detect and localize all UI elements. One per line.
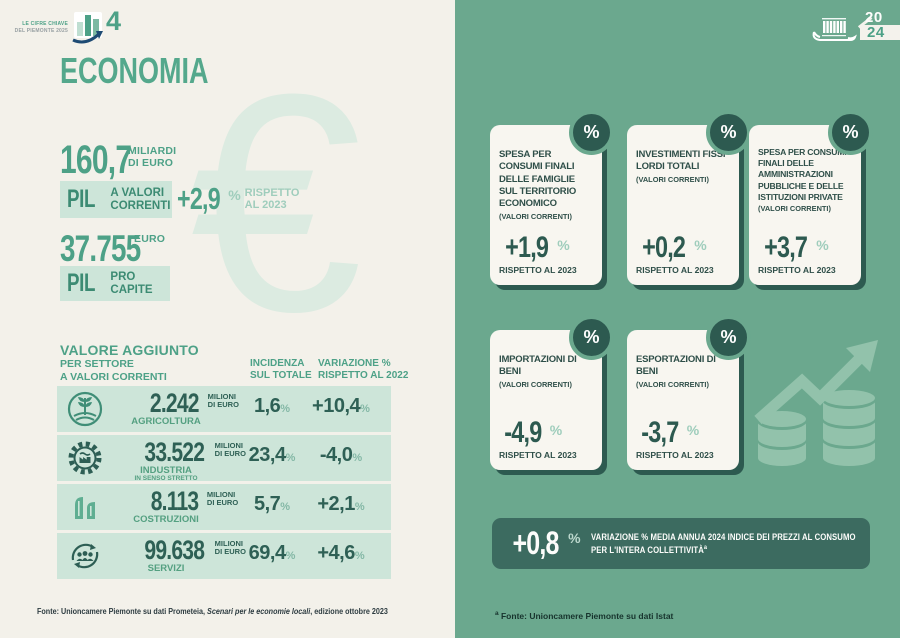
percent-badge-icon: % xyxy=(706,315,751,360)
euro-watermark: € xyxy=(190,29,363,376)
sector-table: 2.242 MILIONI DI EURO AGRICOLTURA 1,6% +10… xyxy=(57,386,391,582)
row-value: 8.113 MILIONI DI EURO xyxy=(150,486,239,516)
card-delta: +1,9% xyxy=(505,230,570,264)
chapter-number: 4 xyxy=(106,6,122,36)
gdp-pc-number: 37.755 xyxy=(60,228,141,269)
services-icon xyxy=(71,543,99,569)
card-note: (VALORI CORRENTI) xyxy=(636,174,709,184)
card-vs: RISPETTO AL 2023 xyxy=(636,265,714,275)
column-header-variation: VARIAZIONE % RISPETTO AL 2022 xyxy=(318,358,409,381)
table-row-agricoltura: 2.242 MILIONI DI EURO AGRICOLTURA 1,6% +10… xyxy=(57,386,391,432)
card-title: ESPORTAZIONI DI BENI xyxy=(636,354,716,378)
card-investimenti: % INVESTIMENTI FISSI LORDI TOTALI (VALOR… xyxy=(627,110,751,285)
card-delta: -4,9% xyxy=(504,415,563,449)
card-note: (VALORI CORRENTI) xyxy=(499,211,572,221)
row-incidence: 1,6% xyxy=(253,395,291,417)
card-vs: RISPETTO AL 2023 xyxy=(499,450,577,460)
gdp-delta-unit: % xyxy=(228,187,241,203)
agriculture-icon xyxy=(67,391,103,427)
gdp-delta-vs: RISPETTO AL 2023 xyxy=(244,187,300,212)
industry-icon xyxy=(68,441,102,475)
row-incidence: 69,4% xyxy=(248,542,296,564)
row-label: AGRICOLTURA xyxy=(131,416,201,427)
coins-growth-arrow-icon xyxy=(754,340,878,466)
gdp-pc-value: 37.755 xyxy=(60,228,167,269)
percent-badge-icon: % xyxy=(569,315,614,360)
row-variation: +4,6% xyxy=(317,542,365,564)
construction-icon xyxy=(75,497,95,519)
bar-chart-logo-icon xyxy=(72,12,103,44)
year-badge: 20 24 xyxy=(857,8,900,42)
gdp-value: 160,7 xyxy=(60,138,155,182)
gdp-pc-label-sub: PRO CAPITE xyxy=(110,271,153,296)
percent-badge-icon: % xyxy=(569,110,614,155)
card-title: IMPORTAZIONI DI BENI xyxy=(499,354,577,378)
gdp-label: PIL xyxy=(67,185,96,213)
gdp-unit: MILIARDI DI EURO xyxy=(128,145,177,169)
row-incidence: 23,4% xyxy=(248,444,296,466)
brand-tagline: LE CIFRE CHIAVE DEL PIEMONTE 2025 xyxy=(8,21,68,34)
sector-table-title: VALORE AGGIUNTO PER SETTORE A VALORI COR… xyxy=(60,342,199,383)
gdp-label-band: PIL A VALORI CORRENTI xyxy=(60,181,172,218)
card-title: SPESA PER CONSUMI FINALI DELLE FAMIGLIE … xyxy=(499,149,577,210)
table-row-costruzioni: 8.113 MILIONI DI EURO COSTRUZIONI 5,7% +2,… xyxy=(57,484,391,530)
gdp-delta-value: +2,9 xyxy=(177,181,221,216)
row-label: INDUSTRIA IN SENSO STRETTO xyxy=(134,465,198,482)
year-strip xyxy=(860,25,900,40)
card-delta: -3,7% xyxy=(641,415,700,449)
card-note: (VALORI CORRENTI) xyxy=(636,379,709,389)
card-note: (VALORI CORRENTI) xyxy=(758,203,831,213)
inflation-value: +0,8 xyxy=(512,525,560,562)
inflation-unit: % xyxy=(568,530,581,546)
year-bottom: 24 xyxy=(867,24,885,41)
table-row-industria: 33.522 MILIONI DI EURO INDUSTRIA IN SENSO S… xyxy=(57,435,391,482)
row-incidence: 5,7% xyxy=(253,493,291,515)
card-delta: +3,7% xyxy=(764,230,829,264)
card-note: (VALORI CORRENTI) xyxy=(499,379,572,389)
gdp-pc-label: PIL xyxy=(67,269,96,297)
card-esportazioni: % ESPORTAZIONI DI BENI (VALORI CORRENTI)… xyxy=(627,315,751,470)
card-vs: RISPETTO AL 2023 xyxy=(499,265,577,275)
year-top: 20 xyxy=(865,9,883,26)
inflation-banner: +0,8 % VARIAZIONE % MEDIA ANNUA 2024 IND… xyxy=(492,518,870,569)
left-source-note: Fonte: Unioncamere Piemonte su dati Prom… xyxy=(37,607,388,616)
page-title: ECONOMIA xyxy=(60,50,209,91)
brand-tagline-line1: LE CIFRE CHIAVE xyxy=(22,21,68,27)
row-label: SERVIZI xyxy=(147,563,185,574)
gdp-pc-unit: EURO xyxy=(134,233,166,245)
right-source-note: a Fonte: Unioncamere Piemonte su dati Is… xyxy=(495,610,674,621)
card-spesa-amministrazioni: % SPESA PER CONSUMI FINALI DELLE AMMINIS… xyxy=(749,110,873,285)
card-title: INVESTIMENTI FISSI LORDI TOTALI xyxy=(636,149,726,173)
card-delta: +0,2% xyxy=(642,230,707,264)
percent-badge-icon: % xyxy=(828,110,873,155)
row-value: 99.638 MILIONI DI EURO xyxy=(144,535,246,565)
inflation-description: VARIAZIONE % MEDIA ANNUA 2024 INDICE DEI… xyxy=(590,532,856,555)
unioncamere-boat-icon xyxy=(812,18,857,41)
card-title: SPESA PER CONSUMI FINALI DELLE AMMINISTR… xyxy=(758,147,847,202)
column-header-incidence: INCIDENZA SUL TOTALE xyxy=(250,358,312,381)
row-value: 2.242 MILIONI DI EURO xyxy=(149,388,239,418)
percent-badge-icon: % xyxy=(706,110,751,155)
card-vs: RISPETTO AL 2023 xyxy=(636,450,714,460)
gdp-number: 160,7 xyxy=(60,138,132,182)
row-value: 33.522 MILIONI DI EURO xyxy=(144,437,246,467)
row-label: COSTRUZIONI xyxy=(133,514,199,525)
row-variation: +2,1% xyxy=(317,493,365,515)
row-variation: -4,0% xyxy=(319,444,363,466)
table-row-servizi: 99.638 MILIONI DI EURO SERVIZI 69,4% +4,6% xyxy=(57,533,391,579)
gdp-delta: +2,9 % RISPETTO AL 2023 xyxy=(177,181,300,216)
card-spesa-famiglie: % SPESA PER CONSUMI FINALI DELLE FAMIGLI… xyxy=(490,110,614,285)
row-variation: +10,4% xyxy=(312,395,370,417)
card-importazioni: % IMPORTAZIONI DI BENI (VALORI CORRENTI)… xyxy=(490,315,614,470)
gdp-label-sub: A VALORI CORRENTI xyxy=(110,187,171,212)
card-vs: RISPETTO AL 2023 xyxy=(758,265,836,275)
gdp-pc-label-band: PIL PRO CAPITE xyxy=(60,266,170,301)
brand-tagline-line2: DEL PIEMONTE 2025 xyxy=(14,27,68,34)
